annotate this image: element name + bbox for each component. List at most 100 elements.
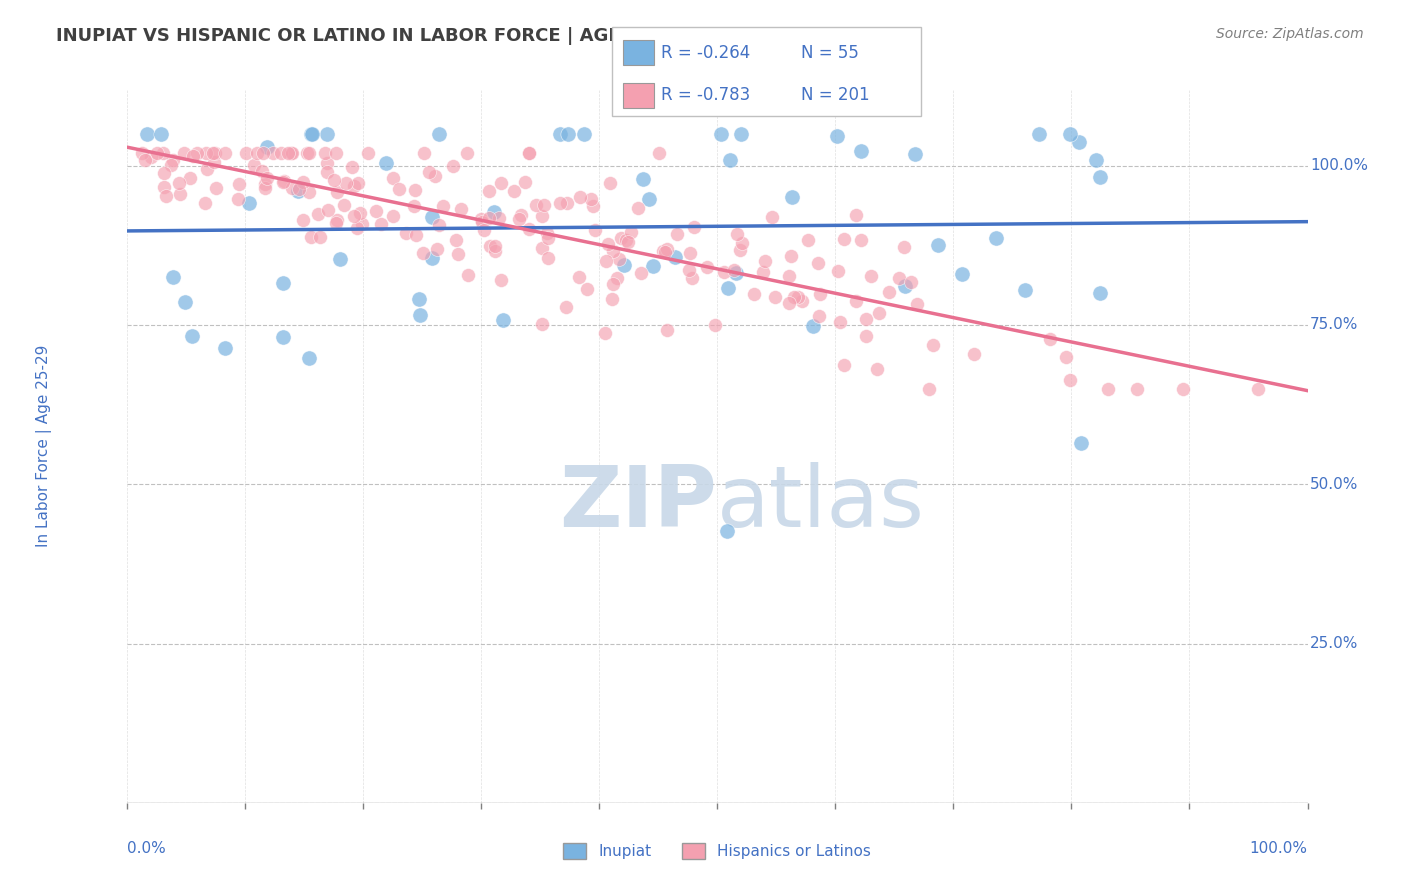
Point xyxy=(950,267,973,281)
Point xyxy=(262,145,284,160)
Point xyxy=(664,250,686,264)
Point xyxy=(150,127,173,141)
Point xyxy=(343,210,366,224)
Point xyxy=(162,269,184,284)
Point xyxy=(683,219,706,234)
Point xyxy=(404,183,426,197)
Point xyxy=(716,524,738,538)
Point xyxy=(298,351,321,365)
Point xyxy=(238,196,260,211)
Point xyxy=(457,268,479,283)
Point xyxy=(167,176,190,190)
Point xyxy=(316,155,339,169)
Point xyxy=(381,170,404,185)
Point xyxy=(657,323,679,337)
Point xyxy=(904,147,927,161)
Point xyxy=(420,211,443,225)
Text: 50.0%: 50.0% xyxy=(1310,476,1358,491)
Point xyxy=(893,240,915,254)
Point xyxy=(606,271,628,285)
Point xyxy=(1070,436,1092,450)
Point xyxy=(340,160,363,174)
Point xyxy=(851,144,873,158)
Point xyxy=(754,254,776,268)
Point xyxy=(152,179,174,194)
Point xyxy=(630,266,652,280)
Point xyxy=(186,145,208,160)
Point xyxy=(718,153,741,167)
Point xyxy=(195,162,218,177)
Point xyxy=(655,242,678,256)
Point xyxy=(803,318,825,333)
Point xyxy=(432,199,454,213)
Text: In Labor Force | Age 25-29: In Labor Force | Age 25-29 xyxy=(37,345,52,547)
Point xyxy=(610,231,633,245)
Point xyxy=(508,211,530,226)
Point xyxy=(550,196,572,211)
Point xyxy=(574,127,596,141)
Point xyxy=(855,329,877,343)
Point xyxy=(214,145,236,160)
Point xyxy=(425,169,447,184)
Point xyxy=(554,301,576,315)
Point xyxy=(173,145,195,160)
Point xyxy=(654,244,676,259)
Point xyxy=(808,286,831,301)
Point xyxy=(1097,382,1119,396)
Point xyxy=(723,263,745,277)
Point xyxy=(202,155,225,169)
Point xyxy=(270,145,292,160)
Text: 100.0%: 100.0% xyxy=(1310,158,1368,173)
Point xyxy=(607,252,630,266)
Point xyxy=(600,292,623,306)
Point xyxy=(309,230,332,244)
Point xyxy=(778,295,800,310)
Point xyxy=(519,145,541,160)
Point xyxy=(343,178,366,193)
Point xyxy=(491,273,513,287)
Point xyxy=(277,145,299,160)
Point xyxy=(866,362,889,376)
Point xyxy=(179,171,201,186)
Point xyxy=(1171,382,1194,396)
Point xyxy=(713,265,735,279)
Point xyxy=(253,178,276,192)
Point xyxy=(346,176,368,190)
Point xyxy=(1039,333,1062,347)
Point xyxy=(725,227,748,241)
Point xyxy=(447,246,470,260)
Point xyxy=(346,221,368,235)
Point xyxy=(568,189,591,203)
Point xyxy=(214,341,236,355)
Text: 75.0%: 75.0% xyxy=(1310,318,1358,333)
Point xyxy=(280,145,302,160)
Point xyxy=(887,270,910,285)
Point xyxy=(780,190,803,204)
Point xyxy=(780,249,803,263)
Point xyxy=(404,199,426,213)
Point xyxy=(1059,374,1081,388)
Point xyxy=(797,233,820,247)
Point xyxy=(502,184,524,198)
Point xyxy=(595,253,617,268)
Point xyxy=(531,241,554,255)
Point xyxy=(517,145,540,160)
Point xyxy=(418,165,440,179)
Point xyxy=(598,236,620,251)
Point xyxy=(484,244,506,258)
Point xyxy=(626,201,648,215)
Point xyxy=(593,326,616,340)
Point xyxy=(349,206,371,220)
Point xyxy=(918,382,941,396)
Point xyxy=(160,158,183,172)
Point xyxy=(173,295,195,310)
Point xyxy=(471,215,494,229)
Point xyxy=(470,211,492,226)
Point xyxy=(405,228,427,243)
Point xyxy=(299,127,322,141)
Point xyxy=(307,207,329,221)
Point xyxy=(478,184,501,198)
Point xyxy=(728,243,751,257)
Point xyxy=(281,145,304,160)
Point xyxy=(533,198,555,212)
